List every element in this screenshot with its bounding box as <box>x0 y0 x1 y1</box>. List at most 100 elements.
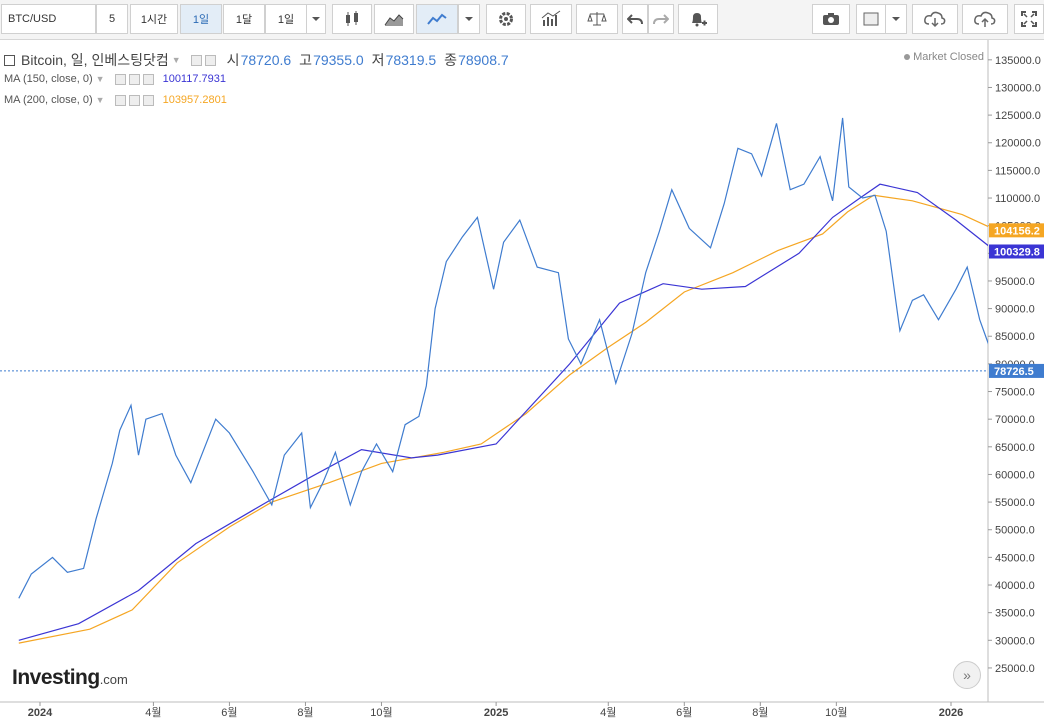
y-tick-label: 120000.0 <box>995 138 1041 150</box>
low-value: 78319.5 <box>385 52 437 68</box>
y-tick-label: 30000.0 <box>995 635 1035 647</box>
ma150-value: 100117.7931 <box>162 73 226 85</box>
expand-icon <box>1021 11 1037 27</box>
layout-square-icon <box>863 12 879 26</box>
high-value: 79355.0 <box>313 52 364 68</box>
x-tick-label: 2025 <box>484 707 508 719</box>
y-tick-label: 50000.0 <box>995 525 1035 537</box>
symbol-title: Bitcoin, 일, 인베스팅닷컴 <box>21 52 169 68</box>
toolbar: BTC/USD 5 1시간 1일 1달 1일 <box>0 0 1044 40</box>
open-value: 78720.6 <box>240 52 292 68</box>
logo-suffix: .com <box>99 672 128 687</box>
double-chevron-right-icon: » <box>963 667 971 683</box>
close-icon[interactable] <box>142 73 154 85</box>
settings-button[interactable] <box>486 4 526 34</box>
y-tick-label: 60000.0 <box>995 469 1035 481</box>
high-label: 고 <box>299 52 313 68</box>
ma150-line <box>18 183 988 641</box>
chevron-down-icon <box>465 17 473 21</box>
indicators-icon <box>541 10 561 26</box>
x-tick-label: 4월 <box>145 706 161 719</box>
gear-icon <box>499 12 513 26</box>
chevron-down-icon[interactable]: ▼ <box>95 95 105 105</box>
y-tick-label: 95000.0 <box>995 276 1035 288</box>
y-tick-label: 115000.0 <box>995 165 1040 177</box>
y-tick-label: 125000.0 <box>995 110 1041 122</box>
eye-icon[interactable] <box>114 94 126 106</box>
camera-icon <box>823 13 839 25</box>
gear-icon[interactable] <box>128 94 140 106</box>
chevron-down-icon <box>312 17 320 21</box>
y-tick-label: 70000.0 <box>995 414 1035 426</box>
low-label: 저 <box>371 52 385 68</box>
ma200-label: MA (200, close, 0) <box>4 94 93 106</box>
open-label: 시 <box>226 52 240 68</box>
line-chart-icon <box>427 13 447 25</box>
redo-button[interactable] <box>648 4 674 34</box>
ma200-legend: MA (200, close, 0) ▼ 103957.2801 <box>4 94 227 106</box>
bell-plus-icon <box>692 13 707 27</box>
ma150-label: MA (150, close, 0) <box>4 73 93 85</box>
interval-1mo-button[interactable]: 1달 <box>223 4 265 34</box>
y-tick-label: 65000.0 <box>995 442 1035 454</box>
layout-button[interactable] <box>856 4 886 34</box>
redo-icon <box>653 14 669 25</box>
y-tick-label: 40000.0 <box>995 580 1035 592</box>
eye-icon[interactable] <box>190 54 202 66</box>
price-chart[interactable]: 135000.0 130000.0 125000.0 120000.0 115000.0… <box>0 40 1044 721</box>
alert-button[interactable] <box>678 4 718 34</box>
x-tick-label: 2024 <box>28 707 53 719</box>
status-dot-icon <box>904 54 911 61</box>
market-status: Market Closed <box>904 51 984 63</box>
y-tick-label: 25000.0 <box>995 663 1035 675</box>
candle-style-button[interactable] <box>332 4 372 34</box>
compare-button[interactable] <box>576 4 618 34</box>
logo-brand: Investing <box>12 666 100 689</box>
y-tick-label: 110000.0 <box>995 193 1040 205</box>
undo-button[interactable] <box>622 4 648 34</box>
line-style-button[interactable] <box>416 4 458 34</box>
interval-1h-button[interactable]: 1시간 <box>130 4 178 34</box>
x-tick-label: 10월 <box>370 706 392 719</box>
interval-1d-button[interactable]: 1일 <box>180 4 222 34</box>
scroll-to-realtime-button[interactable]: » <box>953 661 981 689</box>
style-dropdown-button[interactable] <box>458 4 480 34</box>
gear-icon[interactable] <box>204 54 216 66</box>
chevron-down-icon <box>892 17 900 21</box>
close-icon[interactable] <box>142 94 154 106</box>
x-tick-label: 10월 <box>825 706 847 719</box>
eye-icon[interactable] <box>114 73 126 85</box>
candlestick-icon <box>346 11 358 26</box>
collapse-icon[interactable] <box>4 54 15 66</box>
interval-number-button[interactable]: 5 <box>96 4 128 34</box>
y-tick-label: 130000.0 <box>995 82 1041 94</box>
cloud-download-icon <box>924 11 946 28</box>
symbol-input[interactable]: BTC/USD <box>1 4 96 34</box>
undo-icon <box>627 14 643 25</box>
x-tick-label: 6월 <box>221 706 237 719</box>
price-axis[interactable] <box>988 40 1044 721</box>
y-tick-label: 55000.0 <box>995 497 1035 509</box>
load-chart-button[interactable] <box>912 4 958 34</box>
chevron-down-icon[interactable]: ▼ <box>171 55 181 65</box>
price-line <box>18 117 988 599</box>
gear-icon[interactable] <box>128 73 140 85</box>
range-button[interactable]: 1일 <box>265 4 307 34</box>
y-tick-label: 35000.0 <box>995 608 1035 620</box>
fullscreen-button[interactable] <box>1014 4 1044 34</box>
ma200-value: 103957.2801 <box>162 94 227 106</box>
x-tick-label: 8월 <box>297 706 313 719</box>
area-chart-icon <box>384 14 404 26</box>
cloud-upload-icon <box>974 11 996 27</box>
chevron-down-icon[interactable]: ▼ <box>95 74 105 84</box>
indicators-button[interactable] <box>530 4 572 34</box>
snapshot-button[interactable] <box>812 4 850 34</box>
close-value: 78908.7 <box>458 52 509 68</box>
range-dropdown-button[interactable] <box>306 4 326 34</box>
area-style-button[interactable] <box>374 4 414 34</box>
layout-dropdown-button[interactable] <box>885 4 907 34</box>
y-tick-label: 75000.0 <box>995 387 1035 399</box>
y-tick-label: 45000.0 <box>995 552 1035 564</box>
save-chart-button[interactable] <box>962 4 1008 34</box>
x-tick-label: 4월 <box>600 706 616 719</box>
